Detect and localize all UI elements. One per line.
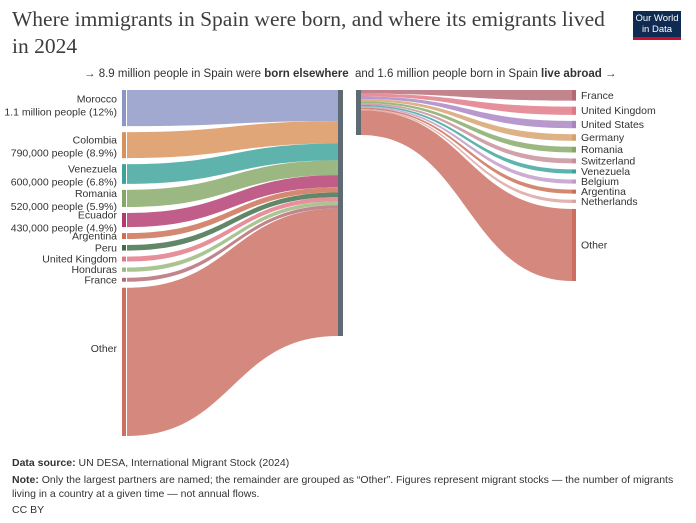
chart-title: Where immigrants in Spain were born, and… xyxy=(12,7,605,58)
flow-out-romania xyxy=(361,101,572,153)
node-origin-venezuela xyxy=(122,164,126,184)
label-destination-united-states: United States xyxy=(581,119,644,131)
label-destination-venezuela: Venezuela xyxy=(581,166,630,178)
flow-out-belgium xyxy=(361,106,572,184)
node-destination-belgium xyxy=(572,179,576,184)
right-subtitle-bold: live abroad xyxy=(541,68,602,80)
left-subtitle: → 8.9 million people in Spain were born … xyxy=(84,68,349,80)
node-destination-united-kingdom xyxy=(572,106,576,115)
label-origin-detail-colombia: 790,000 people (8.9%) xyxy=(11,148,117,160)
label-origin-morocco: Morocco xyxy=(77,94,117,106)
node-destination-romania xyxy=(572,146,576,153)
license: CC BY xyxy=(12,504,45,516)
label-origin-ecuador: Ecuador xyxy=(78,210,118,222)
node-origin-argentina xyxy=(122,233,126,240)
label-origin-colombia: Colombia xyxy=(73,135,118,147)
label-origin-venezuela: Venezuela xyxy=(68,163,117,175)
node-origin-france xyxy=(122,277,126,282)
flow-out-united-states xyxy=(361,96,572,129)
node-origin-colombia xyxy=(122,132,126,159)
data-source: Data source: UN DESA, International Migr… xyxy=(12,456,682,470)
flow-in-peru xyxy=(127,192,338,251)
flow-in-other xyxy=(127,208,338,436)
flow-in-ecuador xyxy=(127,175,338,228)
flow-out-switzerland xyxy=(361,103,572,164)
node-destination-united-states xyxy=(572,120,576,129)
node-destination-switzerland xyxy=(572,158,576,164)
flow-in-romania xyxy=(127,160,338,207)
node-destination-argentina xyxy=(572,189,576,194)
node-origin-peru xyxy=(122,245,126,251)
node-destination-france xyxy=(572,90,576,101)
flow-out-other xyxy=(361,110,572,281)
label-origin-detail-morocco: 1.1 million people (12%) xyxy=(4,107,117,119)
left-subtitle-bold: born elsewhere xyxy=(264,68,349,80)
label-origin-detail-ecuador: 430,000 people (4.9%) xyxy=(11,223,117,235)
flow-out-venezuela xyxy=(361,104,572,174)
label-origin-united-kingdom: United Kingdom xyxy=(42,254,117,266)
flow-in-france xyxy=(127,205,338,282)
note-text: Only the largest partners are named; the… xyxy=(12,474,674,500)
label-destination-netherlands: Netherlands xyxy=(581,196,638,208)
flow-in-argentina xyxy=(127,187,338,240)
source-label: Data source: xyxy=(12,457,76,469)
node-origin-honduras xyxy=(122,267,126,272)
note: Note: Only the largest partners are name… xyxy=(12,473,682,501)
label-origin-france: France xyxy=(84,274,117,286)
flow-out-netherlands xyxy=(361,109,572,203)
spain-emigration-bar xyxy=(356,90,361,135)
node-origin-ecuador xyxy=(122,212,126,228)
node-origin-united-kingdom xyxy=(122,256,126,262)
label-origin-honduras: Honduras xyxy=(71,264,117,276)
node-origin-romania xyxy=(122,189,126,207)
node-destination-germany xyxy=(572,134,576,141)
label-destination-switzerland: Switzerland xyxy=(581,155,635,167)
logo-line-1: Our World xyxy=(635,13,679,24)
flow-in-united-kingdom xyxy=(127,197,338,262)
label-origin-peru: Peru xyxy=(95,242,117,254)
label-destination-other: Other xyxy=(581,239,608,251)
label-origin-argentina: Argentina xyxy=(72,231,117,243)
flow-in-colombia xyxy=(127,121,338,159)
flow-in-venezuela xyxy=(127,143,338,184)
left-subtitle-prefix: → 8.9 million people in Spain were xyxy=(84,68,265,80)
label-destination-united-kingdom: United Kingdom xyxy=(581,105,656,117)
label-origin-other: Other xyxy=(91,343,118,355)
flow-in-honduras xyxy=(127,201,338,272)
logo-line-2: in Data xyxy=(641,23,673,35)
label-destination-france: France xyxy=(581,90,614,102)
node-destination-other xyxy=(572,208,576,281)
right-subtitle: and 1.6 million people born in Spain liv… xyxy=(355,68,616,80)
label-destination-germany: Germany xyxy=(581,132,625,144)
node-destination-venezuela xyxy=(572,169,576,174)
source-text: UN DESA, International Migrant Stock (20… xyxy=(75,457,290,469)
node-origin-other xyxy=(122,287,126,436)
flow-out-france xyxy=(361,90,572,101)
note-label: Note: xyxy=(12,474,39,486)
owid-logo[interactable]: Our World in Data xyxy=(633,11,681,40)
label-origin-detail-romania: 520,000 people (5.9%) xyxy=(11,201,117,213)
right-subtitle-prefix: and 1.6 million people born in Spain xyxy=(355,68,542,80)
flow-out-argentina xyxy=(361,107,572,194)
spain-immigration-bar xyxy=(338,90,343,336)
node-origin-morocco xyxy=(122,90,126,127)
label-destination-argentina: Argentina xyxy=(581,186,626,198)
label-destination-romania: Romania xyxy=(581,144,623,156)
label-origin-romania: Romania xyxy=(75,188,117,200)
flow-out-united-kingdom xyxy=(361,93,572,115)
label-origin-detail-venezuela: 600,000 people (6.8%) xyxy=(11,176,117,188)
flow-in-morocco xyxy=(127,90,338,127)
flow-out-germany xyxy=(361,99,572,141)
node-destination-netherlands xyxy=(572,199,576,203)
right-subtitle-suffix: → xyxy=(601,68,617,80)
label-destination-belgium: Belgium xyxy=(581,176,619,188)
